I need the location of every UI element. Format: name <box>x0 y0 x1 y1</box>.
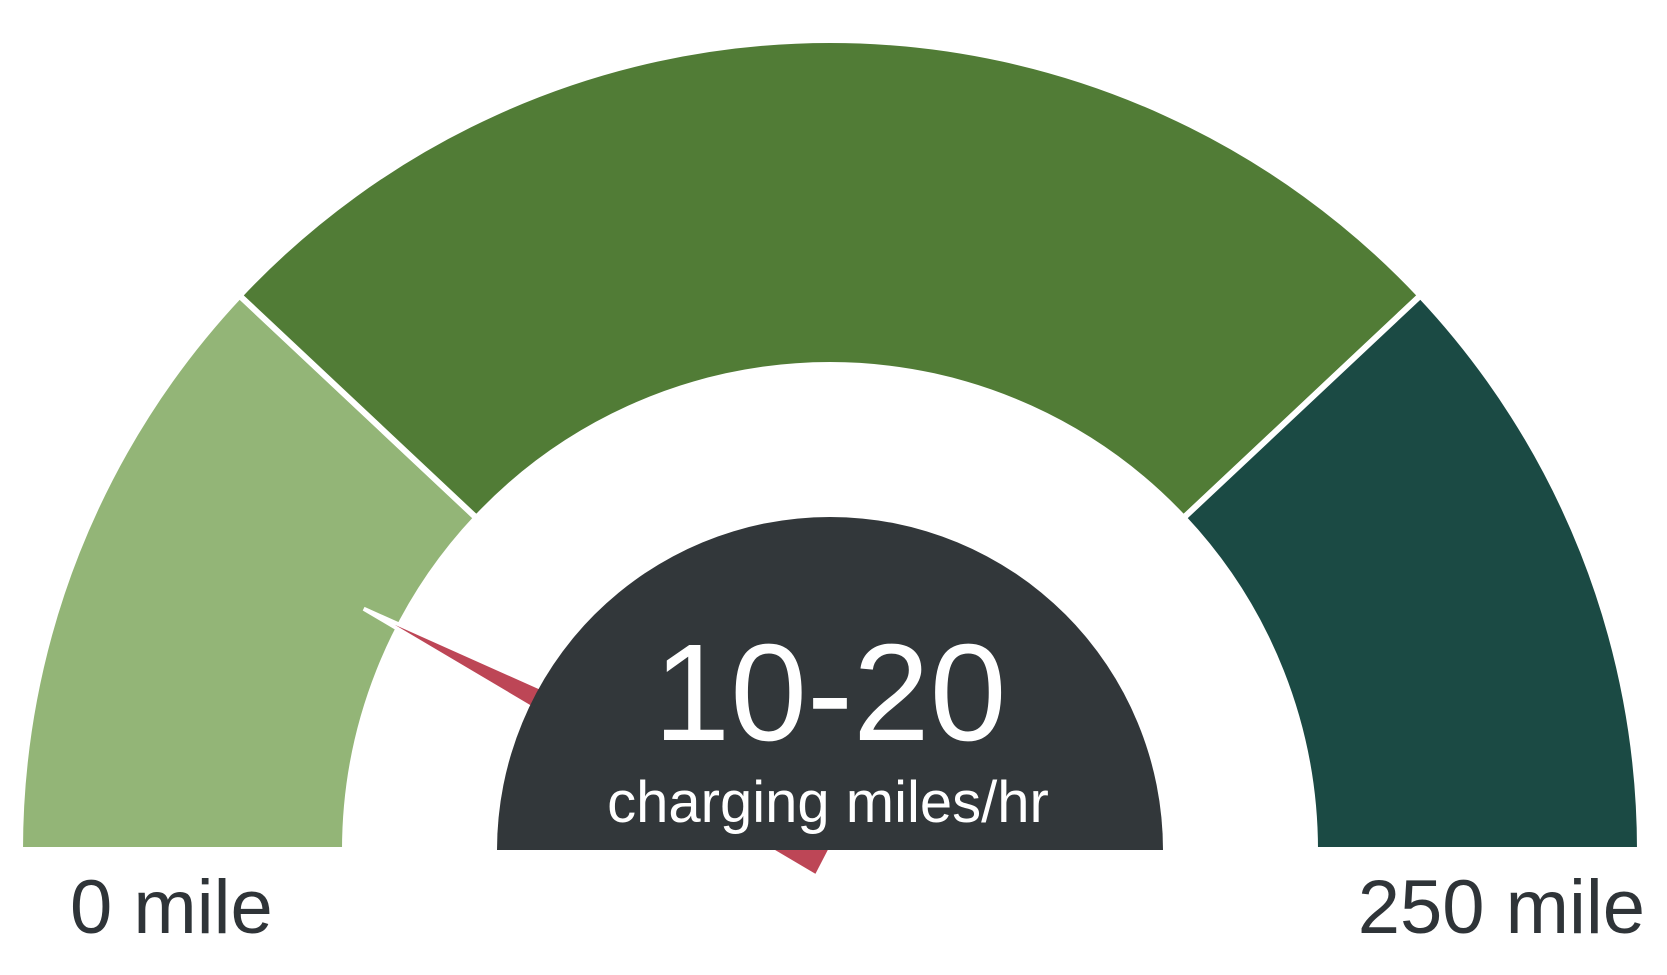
readout-background <box>497 517 1163 850</box>
gauge-band-2 <box>235 37 1425 523</box>
max-label: 250 mile <box>1358 865 1645 950</box>
gauge-band-1 <box>16 291 481 853</box>
min-label: 0 mile <box>70 865 273 950</box>
readout-value: 10-20 <box>654 616 1007 770</box>
gauge-bands <box>16 37 1644 853</box>
readout-unit: charging miles/hr <box>607 770 1049 835</box>
gauge-band-3 <box>1179 291 1644 853</box>
